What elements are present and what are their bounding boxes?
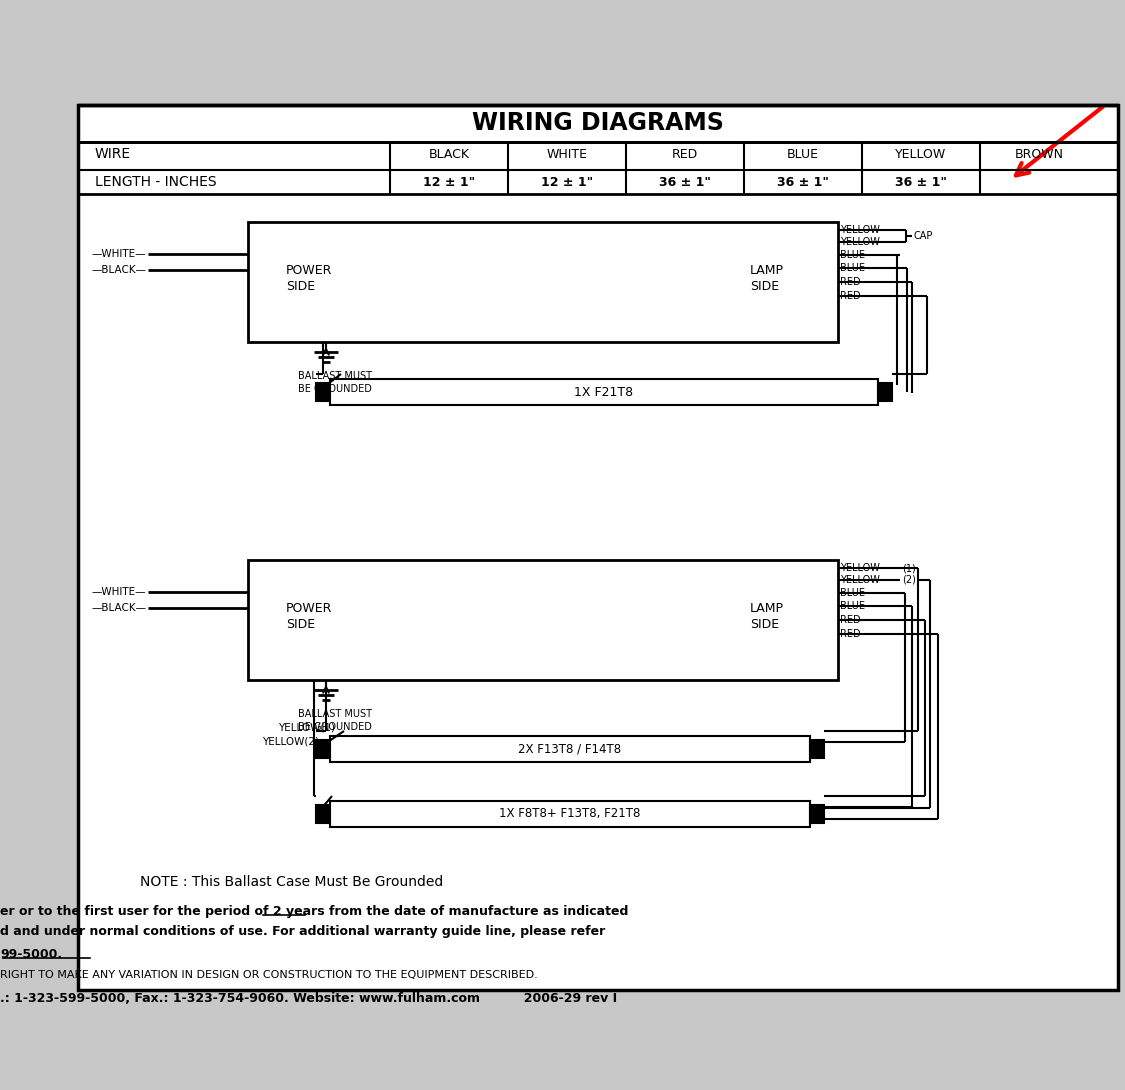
Text: RED: RED bbox=[672, 147, 699, 160]
Text: 2X F13T8 / F14T8: 2X F13T8 / F14T8 bbox=[519, 742, 622, 755]
Text: (1): (1) bbox=[902, 564, 916, 573]
Text: er or to the first user for the period of 2 years from the date of manufacture a: er or to the first user for the period o… bbox=[0, 906, 629, 919]
Text: BLUE—: BLUE— bbox=[840, 601, 875, 611]
Text: RIGHT TO MAKE ANY VARIATION IN DESIGN OR CONSTRUCTION TO THE EQUIPMENT DESCRIBED: RIGHT TO MAKE ANY VARIATION IN DESIGN OR… bbox=[0, 970, 538, 980]
Text: —BLACK—: —BLACK— bbox=[91, 265, 146, 275]
Text: 12 ± 1": 12 ± 1" bbox=[423, 175, 475, 189]
Bar bbox=[316, 740, 330, 758]
Text: YELLOW—: YELLOW— bbox=[840, 576, 890, 585]
Bar bbox=[0, 0, 78, 1090]
Text: BE GROUNDED: BE GROUNDED bbox=[298, 722, 372, 732]
Text: BLUE—: BLUE— bbox=[840, 263, 875, 272]
Text: —BLACK—: —BLACK— bbox=[91, 603, 146, 613]
Text: d and under normal conditions of use. For additional warranty guide line, please: d and under normal conditions of use. Fo… bbox=[0, 925, 605, 938]
Bar bbox=[330, 379, 878, 405]
Bar bbox=[330, 736, 810, 762]
Text: BALLAST MUST: BALLAST MUST bbox=[298, 371, 372, 382]
Text: 36 ± 1": 36 ± 1" bbox=[659, 175, 711, 189]
Text: —WHITE—: —WHITE— bbox=[91, 249, 146, 259]
Bar bbox=[316, 806, 330, 823]
Text: SIDE: SIDE bbox=[750, 279, 780, 292]
Text: BE GROUNDED: BE GROUNDED bbox=[298, 384, 372, 393]
FancyArrowPatch shape bbox=[1016, 107, 1102, 175]
Text: BLUE—: BLUE— bbox=[840, 588, 875, 598]
Text: BLUE—: BLUE— bbox=[840, 250, 875, 261]
Bar bbox=[0, 0, 1125, 105]
Bar bbox=[878, 383, 892, 401]
Text: YELLOW—: YELLOW— bbox=[840, 225, 890, 235]
Text: RED—: RED— bbox=[840, 291, 871, 301]
Text: CAP: CAP bbox=[914, 231, 933, 241]
Bar bbox=[248, 222, 838, 342]
Text: BALLAST MUST: BALLAST MUST bbox=[298, 708, 372, 719]
Text: 99-5000.: 99-5000. bbox=[0, 948, 62, 961]
Text: POWER: POWER bbox=[286, 264, 332, 277]
Text: 36 ± 1": 36 ± 1" bbox=[777, 175, 829, 189]
Bar bbox=[810, 740, 824, 758]
Text: LENGTH - INCHES: LENGTH - INCHES bbox=[94, 175, 217, 189]
Text: WIRE: WIRE bbox=[94, 147, 132, 161]
Text: 1X F21T8: 1X F21T8 bbox=[575, 386, 633, 399]
Text: LAMP: LAMP bbox=[750, 602, 784, 615]
Bar bbox=[810, 806, 824, 823]
Text: NOTE : This Ballast Case Must Be Grounded: NOTE : This Ballast Case Must Be Grounde… bbox=[140, 875, 443, 889]
Text: 1X F8T8+ F13T8, F21T8: 1X F8T8+ F13T8, F21T8 bbox=[500, 808, 641, 821]
Text: 12 ± 1": 12 ± 1" bbox=[541, 175, 593, 189]
Text: SIDE: SIDE bbox=[286, 618, 315, 630]
Text: POWER: POWER bbox=[286, 602, 332, 615]
Text: RED—: RED— bbox=[840, 629, 871, 639]
Text: 36 ± 1": 36 ± 1" bbox=[896, 175, 947, 189]
Text: WHITE: WHITE bbox=[547, 147, 587, 160]
Text: .: 1-323-599-5000, Fax.: 1-323-754-9060. Website: www.fulham.com          2006-2: .: 1-323-599-5000, Fax.: 1-323-754-9060.… bbox=[0, 992, 618, 1005]
Bar bbox=[0, 990, 1125, 1090]
Text: YELLOW(2): YELLOW(2) bbox=[262, 737, 319, 747]
Text: YELLOW—: YELLOW— bbox=[840, 237, 890, 247]
Text: SIDE: SIDE bbox=[750, 618, 780, 630]
Text: BLUE: BLUE bbox=[788, 147, 819, 160]
Text: YELLOW: YELLOW bbox=[896, 147, 946, 160]
Text: BROWN: BROWN bbox=[1015, 147, 1063, 160]
Bar bbox=[248, 560, 838, 680]
Bar bbox=[316, 383, 330, 401]
Text: SIDE: SIDE bbox=[286, 279, 315, 292]
Text: —WHITE—: —WHITE— bbox=[91, 588, 146, 597]
Text: WIRING DIAGRAMS: WIRING DIAGRAMS bbox=[472, 111, 724, 135]
Text: RED—: RED— bbox=[840, 615, 871, 625]
Text: BLACK: BLACK bbox=[429, 147, 469, 160]
Bar bbox=[78, 105, 1118, 990]
Text: RED—: RED— bbox=[840, 277, 871, 287]
Text: YELLOW(1): YELLOW(1) bbox=[278, 723, 335, 732]
Text: (2): (2) bbox=[902, 576, 916, 585]
Bar bbox=[330, 801, 810, 827]
Text: YELLOW—: YELLOW— bbox=[840, 564, 890, 573]
Text: LAMP: LAMP bbox=[750, 264, 784, 277]
